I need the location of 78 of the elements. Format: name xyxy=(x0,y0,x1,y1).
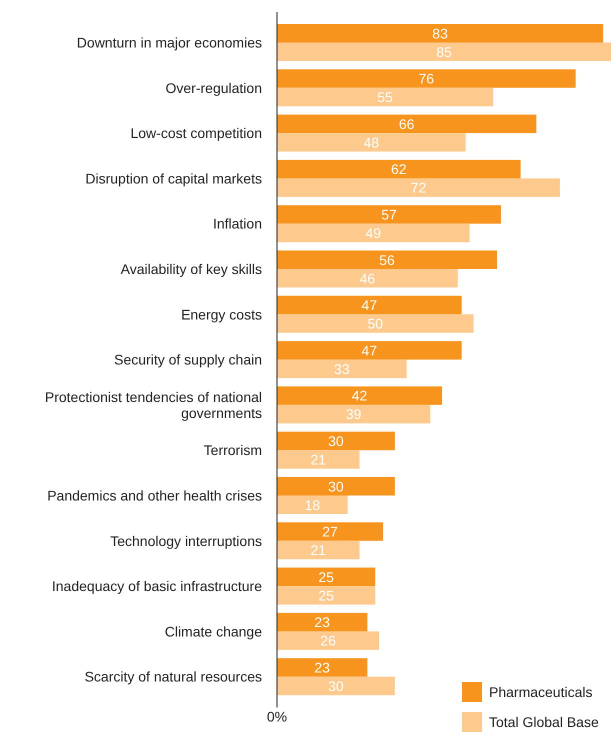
data-label: 23 xyxy=(314,614,330,630)
bar xyxy=(277,540,360,560)
y-tick-label: Disruption of capital markets xyxy=(85,170,262,186)
data-label: 39 xyxy=(346,406,362,422)
bar xyxy=(277,133,466,152)
y-tick-label: Downturn in major economies xyxy=(76,34,262,50)
bar xyxy=(277,522,384,541)
bar xyxy=(277,450,360,469)
y-tick-label: Inadequacy of basic infrastructure xyxy=(52,578,262,594)
y-tick-label: Security of supply chain xyxy=(114,352,262,368)
data-label: 30 xyxy=(328,432,344,449)
data-label: 23 xyxy=(314,659,330,676)
bar xyxy=(277,586,376,605)
data-label: 21 xyxy=(310,542,326,558)
data-label: 85 xyxy=(436,44,452,60)
y-tick-label: Climate change xyxy=(164,623,262,640)
data-label: 50 xyxy=(367,316,384,332)
bar xyxy=(277,224,470,242)
bar xyxy=(277,432,395,450)
bar xyxy=(277,612,368,632)
data-label: 83 xyxy=(432,25,448,42)
data-label: 25 xyxy=(318,568,334,585)
data-label: 72 xyxy=(410,180,426,196)
data-label: 49 xyxy=(365,224,382,241)
bar xyxy=(277,88,494,106)
data-label: 26 xyxy=(320,632,336,649)
bar xyxy=(277,69,576,88)
bar xyxy=(277,178,560,197)
data-label: 56 xyxy=(379,252,396,268)
data-label: 57 xyxy=(381,206,397,222)
data-label: 42 xyxy=(352,388,368,404)
y-tick-label: Scarcity of natural resources xyxy=(84,668,262,685)
bar xyxy=(277,114,536,134)
bar xyxy=(277,205,501,224)
data-label: 47 xyxy=(362,342,378,358)
y-tick-label: Pandemics and other health crises xyxy=(47,488,262,504)
data-label: 30 xyxy=(328,678,344,694)
y-tick-label: Technology interruptions xyxy=(110,532,262,549)
data-label: 21 xyxy=(310,451,326,468)
bar xyxy=(277,658,368,677)
legend-label: Pharmaceuticals xyxy=(489,684,592,700)
y-tick-label: Availability of key skills xyxy=(120,261,262,277)
data-label: 30 xyxy=(328,478,344,494)
data-label: 62 xyxy=(391,161,407,178)
bar xyxy=(277,360,407,378)
bar xyxy=(277,296,462,314)
bar xyxy=(277,341,462,360)
y-tick-label: Terrorism xyxy=(204,442,262,458)
data-label: 46 xyxy=(360,270,376,286)
y-tick-label: Low-cost competition xyxy=(130,125,262,142)
data-label: 55 xyxy=(377,89,394,106)
data-label: 18 xyxy=(304,496,320,513)
y-tick-label: Inflation xyxy=(212,216,262,232)
data-label: 33 xyxy=(334,360,350,377)
bar xyxy=(277,386,442,405)
bar xyxy=(277,404,430,424)
bar xyxy=(277,42,611,61)
y-tick-label: Energy costs xyxy=(181,306,262,322)
legend-label: Total Global Base xyxy=(489,714,599,730)
bar xyxy=(277,676,395,696)
bar xyxy=(277,24,604,42)
data-label: 66 xyxy=(398,116,415,132)
y-tick-label: Protectionist tendencies of national governments xyxy=(44,388,262,421)
text: 0% xyxy=(266,708,288,724)
y-tick-label: Over-regulation xyxy=(166,80,262,96)
data-label: 47 xyxy=(362,297,378,314)
data-label: 25 xyxy=(318,587,334,604)
bar xyxy=(277,314,474,333)
data-label: 27 xyxy=(322,524,338,540)
data-label: 48 xyxy=(364,134,380,150)
bar xyxy=(277,631,380,650)
bar xyxy=(277,160,521,178)
bar xyxy=(277,250,498,269)
bar xyxy=(277,568,376,586)
bar xyxy=(277,269,458,288)
bar xyxy=(277,496,348,514)
bar xyxy=(277,477,395,496)
data-label: 76 xyxy=(418,70,434,87)
